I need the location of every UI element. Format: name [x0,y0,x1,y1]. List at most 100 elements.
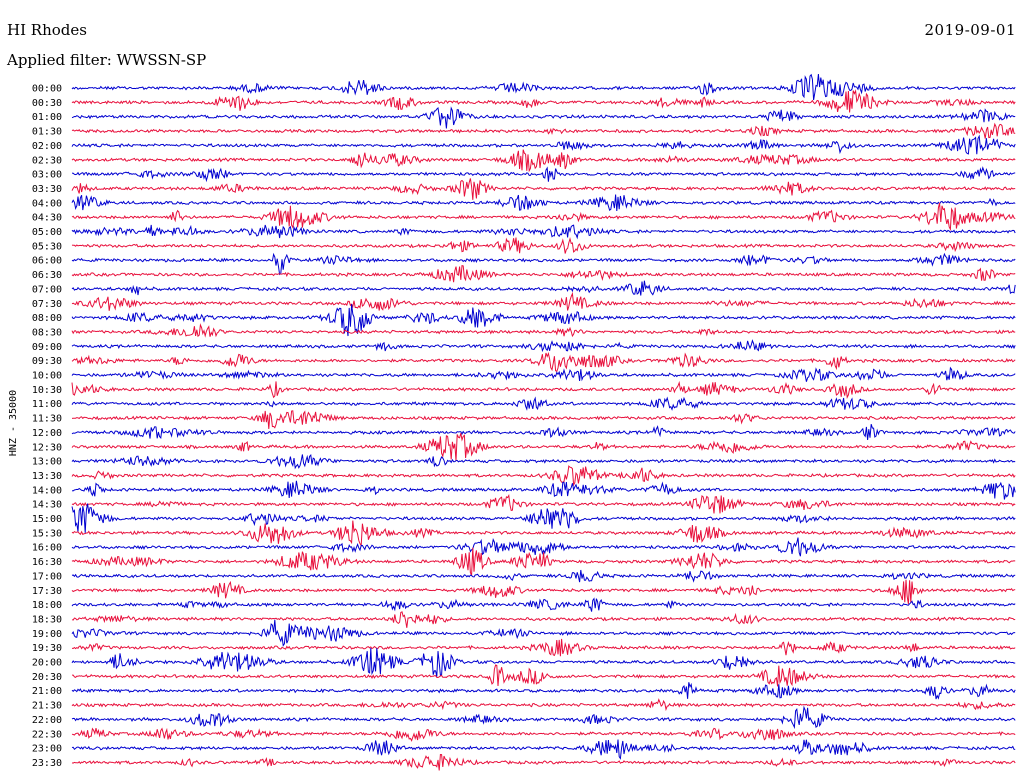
trace-line [71,89,1016,113]
row-time-label: 22:00 [32,715,62,726]
row-time-label: 15:00 [32,514,62,525]
trace-line [71,493,1016,514]
row-time-label: 07:30 [32,299,62,310]
trace-line [72,664,1016,687]
row-time-label: 12:00 [32,428,62,439]
row-time-label: 19:30 [32,643,62,654]
row-time-label: 04:00 [32,198,62,209]
trace-line [71,178,1016,200]
trace-line [71,380,1016,400]
row-time-label: 07:00 [32,284,62,295]
row-time-label: 18:00 [32,600,62,611]
trace-line [71,280,1016,296]
trace-line [71,597,1016,612]
trace-line [71,351,1016,373]
row-time-label: 09:00 [32,342,62,353]
row-time-label: 02:00 [32,141,62,152]
row-time-label: 17:00 [32,571,62,582]
row-time-label: 05:30 [32,241,62,252]
trace-line [71,619,1016,647]
station-title: HI Rhodes [7,21,87,39]
trace-line [71,739,1016,760]
trace-line [71,547,1016,577]
row-time-label: 13:00 [32,457,62,468]
trace-line [71,698,1016,712]
trace-line [71,237,1016,254]
row-time-label: 02:30 [32,155,62,166]
row-time-label: 04:30 [32,213,62,224]
row-time-label: 10:00 [32,371,62,382]
trace-line [71,537,1016,557]
trace-line [71,134,1016,155]
row-time-label: 00:00 [32,84,62,95]
row-time-label: 10:30 [32,385,62,396]
row-time-label: 19:00 [32,629,62,640]
trace-line [71,410,1016,429]
trace-line [71,106,1016,129]
row-time-label: 01:00 [32,112,62,123]
trace-line [71,569,1016,583]
row-time-label: 20:00 [32,658,62,669]
trace-line [71,647,1016,677]
trace-line [71,611,1016,628]
trace-line [71,480,1016,500]
row-time-label: 23:00 [32,744,62,755]
row-time-label: 03:30 [32,184,62,195]
trace-line [71,503,1016,533]
y-axis-label: HNZ - 35000 [8,390,19,456]
row-time-label: 08:30 [32,327,62,338]
trace-line [71,727,1016,742]
row-time-label: 20:30 [32,672,62,683]
row-time-label: 16:00 [32,543,62,554]
trace-line [71,705,1016,730]
row-time-label: 11:00 [32,399,62,410]
trace-line [71,366,1016,382]
row-time-label: 06:30 [32,270,62,281]
filter-label: Applied filter: WWSSN-SP [7,51,207,69]
row-time-label: 21:30 [32,701,62,712]
trace-line [71,194,1016,212]
trace-line [71,202,1016,232]
trace-line [71,224,1016,240]
row-time-label: 21:00 [32,686,62,697]
row-time-label: 16:30 [32,557,62,568]
row-time-label: 14:00 [32,485,62,496]
trace-line [71,323,1016,338]
row-time-label: 05:00 [32,227,62,238]
trace-line [71,682,1016,700]
trace-line [71,433,1016,462]
row-time-label: 14:30 [32,500,62,511]
trace-line [71,638,1016,657]
trace-line [71,465,1016,487]
row-time-label: 03:00 [32,170,62,181]
trace-line [71,339,1016,353]
trace-line [71,304,1016,337]
trace-line [71,166,1016,183]
trace-line [71,122,1016,139]
row-time-label: 12:30 [32,442,62,453]
row-time-label: 01:30 [32,127,62,138]
trace-line [71,73,1016,101]
row-time-label: 22:30 [32,729,62,740]
trace-line [71,396,1016,411]
row-time-label: 13:30 [32,471,62,482]
row-time-label: 23:30 [32,758,62,769]
trace-line [71,264,1016,283]
row-time-label: 06:00 [32,256,62,267]
date-label: 2019-09-01 [924,21,1016,39]
row-time-label: 18:30 [32,614,62,625]
row-time-label: 00:30 [32,98,62,109]
row-time-label: 09:30 [32,356,62,367]
trace-line [71,291,1016,311]
row-time-label: 17:30 [32,586,62,597]
trace-line [71,149,1016,173]
trace-line [71,520,1016,548]
row-time-label: 08:00 [32,313,62,324]
trace-line [71,424,1016,440]
row-time-label: 11:30 [32,414,62,425]
trace-line [71,753,1016,771]
trace-line [71,579,1016,605]
trace-line [71,453,1016,470]
row-time-label: 15:30 [32,528,62,539]
